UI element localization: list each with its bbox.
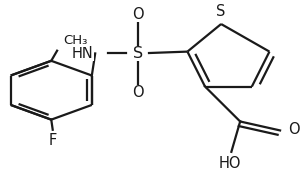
Text: O: O	[132, 85, 144, 100]
Text: HN: HN	[72, 46, 94, 61]
Text: O: O	[288, 122, 300, 137]
Text: S: S	[132, 46, 143, 61]
Text: O: O	[132, 7, 144, 22]
Text: CH₃: CH₃	[63, 34, 87, 47]
Text: S: S	[216, 4, 226, 20]
Text: F: F	[48, 133, 57, 148]
Text: HO: HO	[219, 156, 241, 171]
